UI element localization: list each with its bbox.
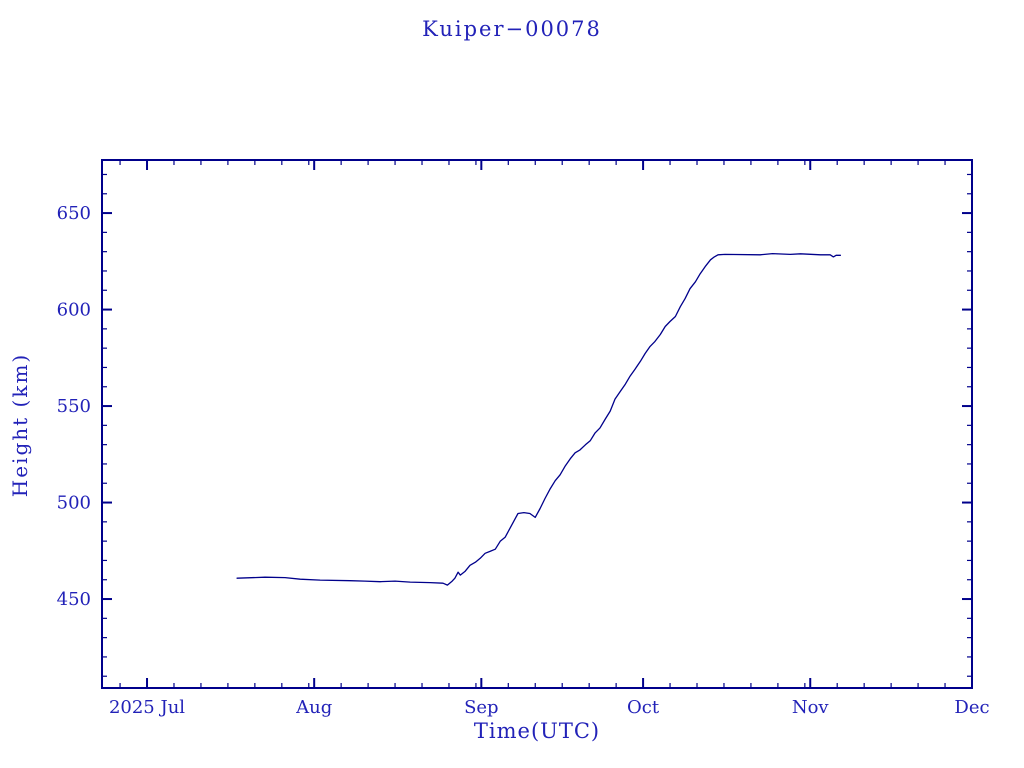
y-tick-label: 500 <box>57 493 91 514</box>
chart-title: Kuiper−00078 <box>422 17 602 41</box>
y-tick-label: 550 <box>57 396 91 417</box>
x-tick-label: Dec <box>954 697 989 718</box>
x-tick-label: Sep <box>464 697 499 718</box>
x-tick-label: 2025 Jul <box>109 697 185 718</box>
x-tick-label: Oct <box>627 697 660 718</box>
y-tick-label: 600 <box>57 300 91 321</box>
height-series-line <box>236 252 842 586</box>
y-tick-label: 450 <box>57 589 91 610</box>
x-axis-label: Time(UTC) <box>473 719 601 743</box>
y-tick-label: 650 <box>57 203 91 224</box>
x-tick-label: Nov <box>792 697 830 718</box>
plot-frame <box>101 159 973 689</box>
x-tick-label: Aug <box>295 697 332 718</box>
